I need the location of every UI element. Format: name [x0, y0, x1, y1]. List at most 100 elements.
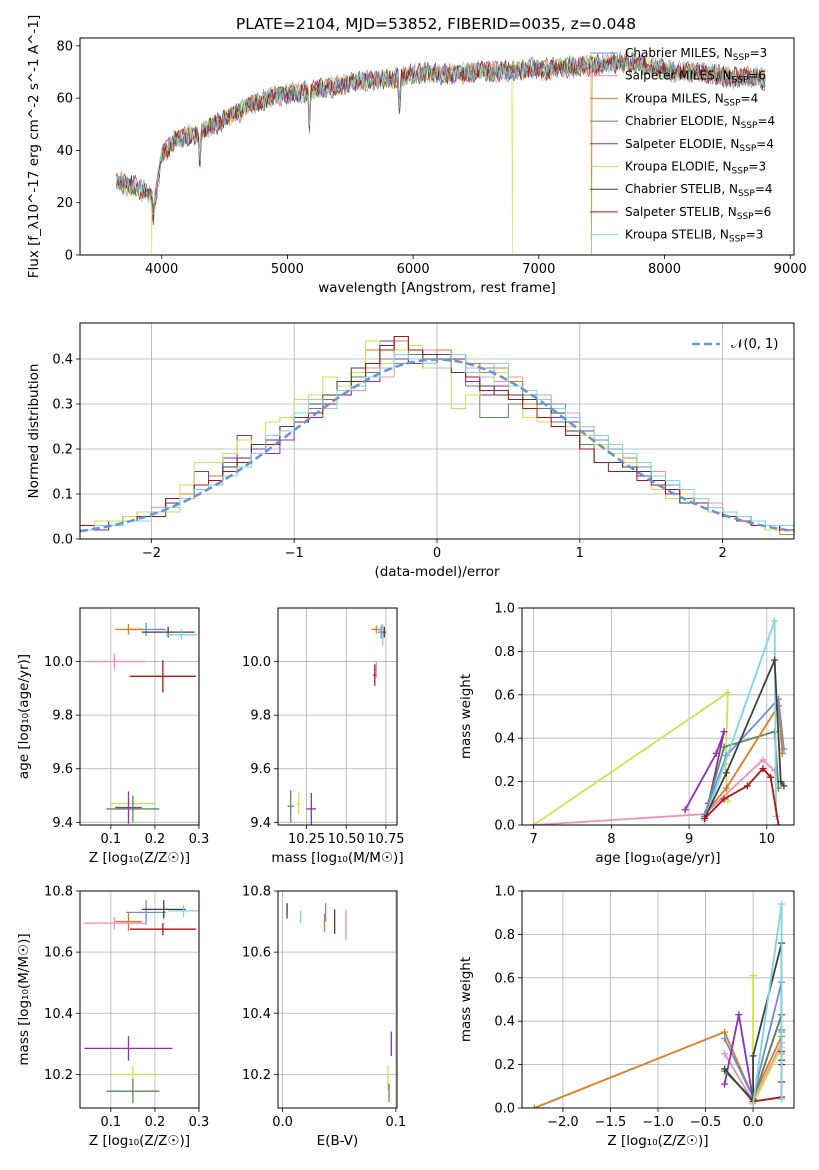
weight-marker — [530, 821, 538, 825]
weight-series-salpeter-miles — [533, 758, 776, 825]
y-tick-label: 0.4 — [494, 732, 515, 747]
legend-nssp-eq: = — [750, 46, 760, 60]
errorbars — [83, 622, 197, 824]
legend-nssp-prefix: , N — [712, 228, 729, 242]
y-tick-label: 0.2 — [494, 775, 515, 790]
x-tick-label: 0.1 — [101, 1115, 122, 1130]
legend-label: Salpeter ELODIE, NSSP=4 — [625, 137, 774, 154]
weight-series-kroupa-elodie — [533, 690, 729, 825]
y-axis-label: age [log₁₀(age/yr)] — [16, 654, 32, 779]
weight-marker — [724, 689, 732, 697]
y-tick-label: 40 — [56, 144, 73, 159]
legend-nssp-value: 3 — [756, 228, 764, 242]
weight-marker — [774, 821, 782, 825]
errorbars — [287, 624, 386, 825]
y-tick-label: 10.0 — [44, 655, 73, 670]
y-tick-label: 10.4 — [44, 1007, 73, 1022]
x-tick-label: 7 — [530, 832, 538, 847]
x-axis-label: (data-model)/error — [374, 564, 500, 580]
legend-nssp-sub: SSP — [739, 144, 756, 154]
x-tick-label: 0.2 — [145, 1115, 166, 1130]
weight-marker — [759, 756, 767, 764]
x-tick-label: 4000 — [145, 262, 178, 277]
weight-marker — [771, 617, 779, 625]
weight-marker — [771, 656, 779, 664]
y-tick-label: 0.6 — [494, 971, 515, 986]
y-tick-label: 9.6 — [250, 762, 271, 777]
errorbars — [83, 900, 199, 1104]
weight-marker — [720, 728, 728, 736]
weight-series-kroupa-miles — [534, 1030, 783, 1108]
legend-nssp-eq: = — [748, 69, 758, 83]
weight-marker — [749, 1100, 757, 1108]
weight-vs-metallicity-panel: −2.0 −1.5 −1.0 −0.5 0.0 0.0 0.2 0.4 0.6 0.8 1.0 Z [… — [458, 885, 795, 1149]
y-tick-label: 9.8 — [250, 709, 271, 724]
y-tick-label: 1.0 — [494, 885, 515, 900]
y-tick-label: 10.6 — [242, 946, 271, 961]
normal-curve — [80, 358, 794, 533]
legend-nssp-eq: = — [754, 205, 764, 219]
histogram-lines — [80, 336, 794, 539]
weight-marker — [530, 1104, 538, 1108]
legend-nssp-value: 6 — [758, 69, 766, 83]
legend-name: Chabrier MILES — [625, 46, 716, 60]
x-tick-label: 0.3 — [189, 832, 210, 847]
y-axis-label: mass weight — [458, 674, 474, 759]
legend-nssp-value: 6 — [764, 205, 772, 219]
x-tick-label: −2.0 — [547, 1115, 579, 1130]
x-tick-label: 0 — [433, 546, 441, 561]
spectrum-lines — [116, 50, 766, 255]
x-tick-label: 9 — [685, 832, 693, 847]
x-tick-label: 1 — [576, 546, 584, 561]
weight-marker — [721, 1065, 729, 1073]
y-tick-label: 80 — [56, 39, 73, 54]
weight-lines — [530, 900, 786, 1108]
weight-marker — [749, 1052, 757, 1060]
weight-marker — [743, 782, 751, 790]
x-axis-label: Z [log₁₀(Z/Z☉)] — [89, 850, 190, 866]
legend-nssp-sub: SSP — [724, 98, 741, 108]
legend-nssp-sub: SSP — [741, 121, 758, 131]
weight-marker — [759, 765, 767, 773]
x-tick-label: 0.0 — [272, 1115, 293, 1130]
weight-marker — [720, 795, 728, 803]
y-tick-label: 0.0 — [494, 819, 515, 834]
y-tick-label: 0.2 — [52, 443, 73, 458]
errorbar-point — [165, 629, 197, 641]
weight-marker — [720, 743, 728, 751]
y-tick-label: 10.8 — [44, 885, 73, 900]
weight-marker — [778, 1095, 786, 1103]
x-axis-label: Z [log₁₀(Z/Z☉)] — [89, 1133, 190, 1149]
y-tick-label: 0 — [65, 249, 73, 264]
x-tick-label: 2 — [718, 546, 726, 561]
mass-vs-extinction-panel: 0.0 0.1 10.2 10.4 10.6 10.8 E(B-V) — [242, 885, 406, 1150]
y-axis-label: mass [log₁₀(M/M☉)] — [16, 933, 32, 1065]
x-tick-label: 5000 — [271, 262, 304, 277]
errorbar-point — [287, 790, 294, 823]
x-tick-label: −1.0 — [642, 1115, 674, 1130]
legend-name: Kroupa MILES — [625, 91, 707, 105]
axes-frame — [79, 607, 200, 826]
legend-label: 𝒩(0, 1) — [731, 337, 778, 352]
errorbar-point — [129, 923, 196, 936]
legend-label: Salpeter MILES, NSSP=6 — [625, 69, 766, 86]
x-tick-label: 8000 — [648, 262, 681, 277]
y-tick-label: 0.4 — [494, 1015, 515, 1030]
x-tick-label: −2 — [142, 546, 161, 561]
weight-marker — [712, 749, 720, 757]
y-tick-label: 0.8 — [494, 928, 515, 943]
y-axis-label: mass weight — [458, 957, 474, 1042]
x-axis-label: wavelength [Angstrom, rest frame] — [318, 280, 556, 296]
errorbars — [286, 903, 392, 1102]
legend-nssp-prefix: , N — [716, 46, 733, 60]
x-tick-label: 10.25 — [288, 832, 325, 847]
y-tick-label: 10.0 — [242, 655, 271, 670]
y-tick-label: 60 — [56, 92, 73, 107]
y-tick-label: 1.0 — [494, 602, 515, 617]
weight-series-salpeter-stelib — [703, 767, 780, 825]
legend-label: Chabrier MILES, NSSP=3 — [625, 46, 767, 63]
y-tick-label: 10.6 — [44, 946, 73, 961]
errorbar-point — [115, 912, 142, 931]
legend-label: Salpeter STELIB, NSSP=6 — [625, 205, 771, 222]
x-tick-label: 0.1 — [386, 1115, 407, 1130]
